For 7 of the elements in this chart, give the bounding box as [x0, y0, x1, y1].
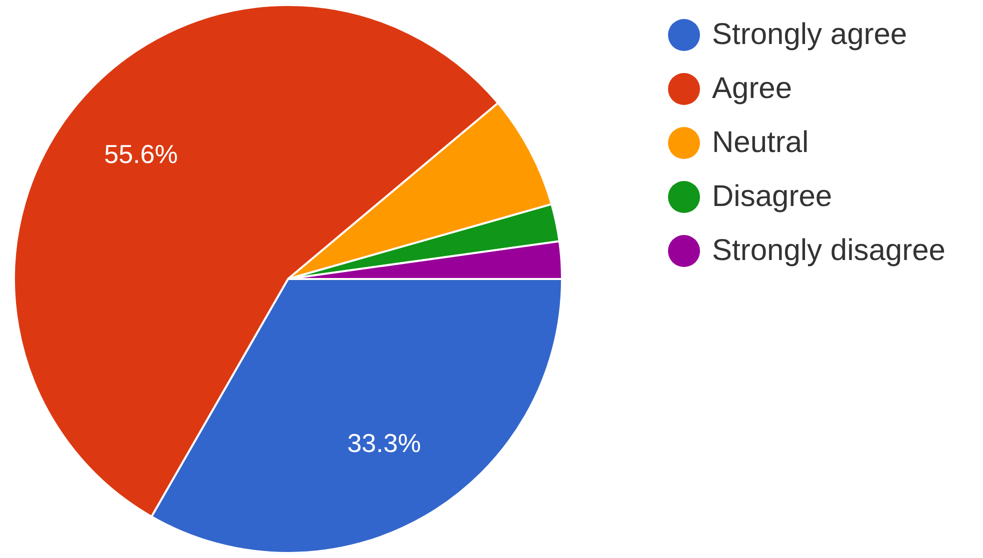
legend-label: Agree [712, 72, 792, 106]
legend-label: Disagree [712, 180, 832, 214]
data-label: 33.3% [347, 428, 421, 458]
legend-label: Neutral [712, 126, 809, 160]
legend-label: Strongly disagree [712, 234, 946, 268]
data-label: 55.6% [104, 138, 178, 169]
legend-label: Strongly agree [712, 18, 908, 52]
